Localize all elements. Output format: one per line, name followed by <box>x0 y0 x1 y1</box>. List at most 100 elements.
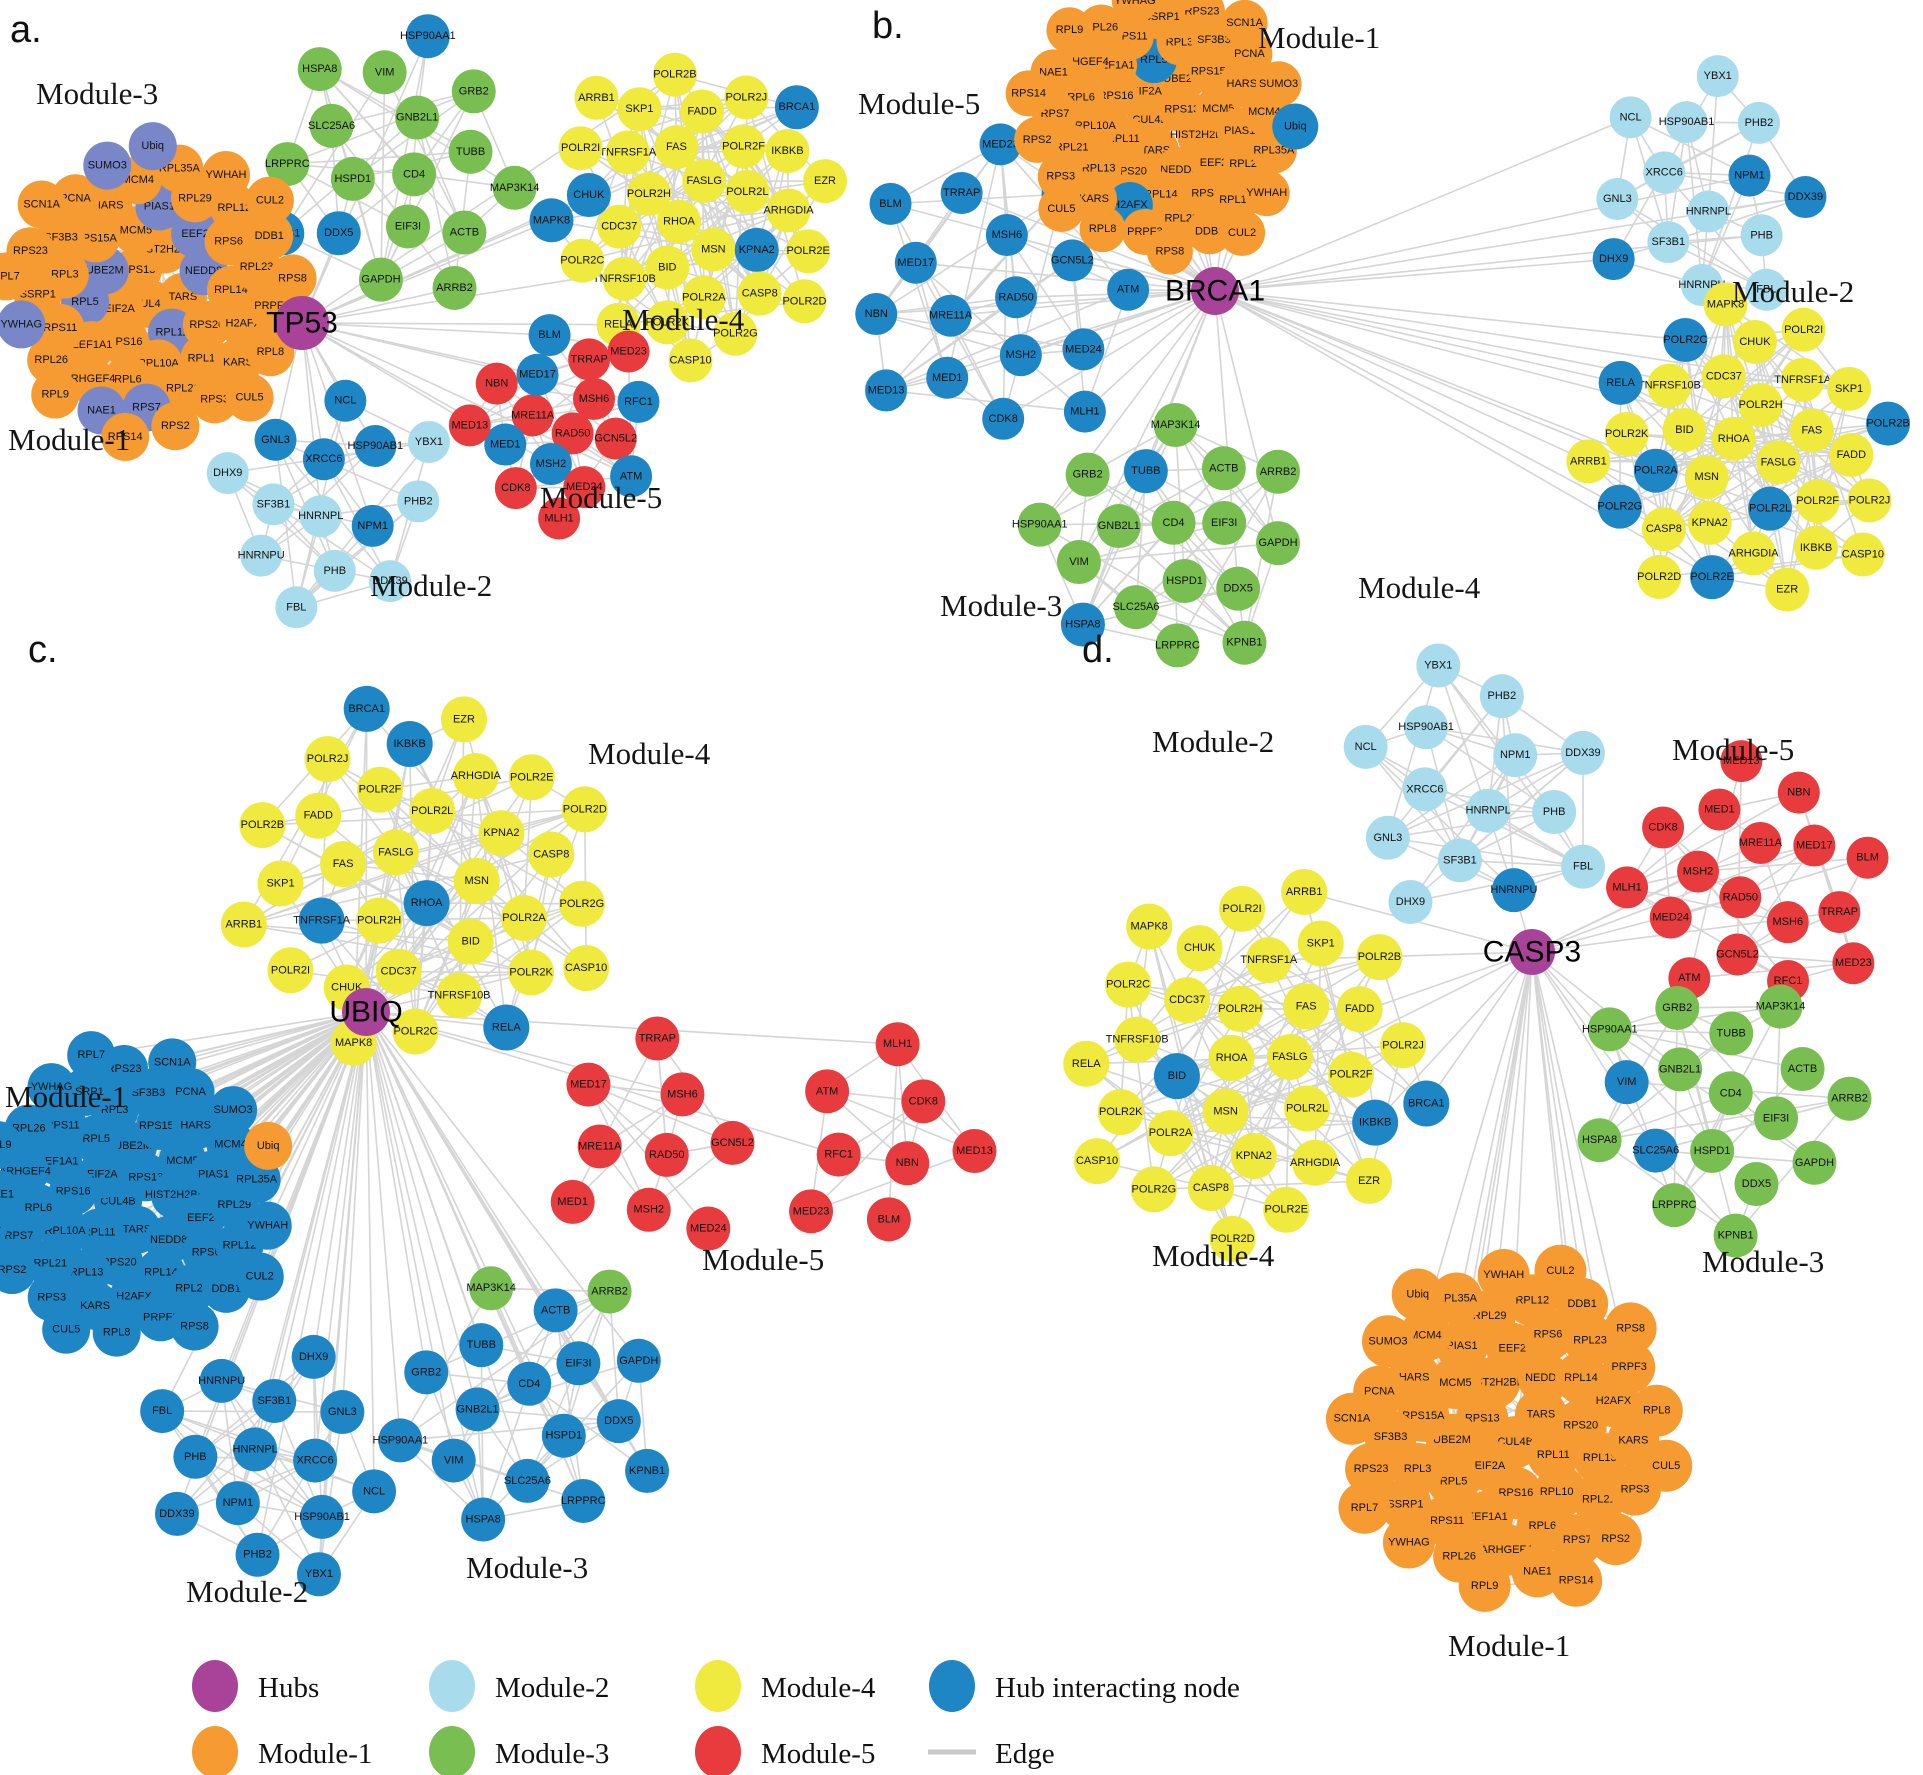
node-label: RPS23 <box>13 245 48 257</box>
node-TRRAP: TRRAP <box>940 172 983 215</box>
module-title-module-1-d: Module-1 <box>1448 1628 1570 1663</box>
node-RHOA: RHOA <box>1711 416 1756 461</box>
edge <box>1626 844 1815 889</box>
node-circle <box>985 214 1028 257</box>
node-EZR: EZR <box>1765 567 1810 612</box>
hub-edge <box>301 219 552 324</box>
node-POLR2D: POLR2D <box>1637 554 1681 599</box>
node-RPS2: RPS2 <box>1589 1513 1642 1566</box>
node-HSP90AB1: HSP90AB1 <box>1659 101 1715 144</box>
node-SSRP1: SSRP1 <box>1379 1478 1432 1531</box>
node-circle <box>1606 866 1649 909</box>
node-Ubiq: Ubiq <box>1391 1268 1444 1321</box>
node-label: GNB2L1 <box>1098 520 1140 532</box>
node-label: RPL26 <box>1084 21 1118 33</box>
node-HSPD1: HSPD1 <box>541 1413 586 1458</box>
node-label: POLR2H <box>1218 1003 1262 1015</box>
edge <box>426 902 582 905</box>
node-label: MCM4 <box>1248 106 1280 118</box>
node-label: CASP8 <box>742 288 778 300</box>
node-CD4: CD4 <box>507 1361 552 1406</box>
node-circle <box>1551 1514 1604 1567</box>
edge <box>1754 341 1819 502</box>
node-label: TNFRSF10B <box>1106 1034 1169 1046</box>
node-CDC37: CDC37 <box>1164 977 1211 1024</box>
node-label: RPS13 <box>1465 1412 1500 1424</box>
node-label: ARRB2 <box>436 282 473 294</box>
node-circle <box>375 948 422 995</box>
node-RPL7: RPL7 <box>1159 0 1200 12</box>
node-POLR2K: POLR2K <box>645 300 690 345</box>
node-circle <box>681 275 726 320</box>
node-circle <box>511 394 554 437</box>
node-label: GAPDH <box>619 1355 658 1367</box>
node-circle <box>558 880 605 927</box>
node-IKBKB: IKBKB <box>386 720 433 767</box>
hub-edge <box>365 917 525 1013</box>
node-circle <box>1014 116 1061 163</box>
node-POLR2B: POLR2B <box>239 802 286 849</box>
node-label: RPS7 <box>1563 1534 1592 1546</box>
node-label: TNFRSF1A <box>599 146 657 158</box>
node-label: RPL21 <box>1055 142 1089 154</box>
node-circle <box>448 404 491 447</box>
node-label: PCNA <box>1234 48 1265 60</box>
node-circle <box>596 1399 641 1444</box>
node-circle <box>1647 221 1690 264</box>
node-label: PCNA <box>60 192 91 204</box>
node-label: PHB2 <box>404 495 433 507</box>
node-RAD50: RAD50 <box>1719 876 1762 919</box>
panel-letter-b: b. <box>872 5 904 47</box>
node-circle <box>1272 103 1319 150</box>
node-label: RPL11 <box>83 1226 116 1238</box>
node-label: POLR2J <box>1849 494 1891 506</box>
node-MSH6: MSH6 <box>660 1072 705 1117</box>
legend-label: Module-3 <box>495 1738 609 1770</box>
node-label: POLR2F <box>722 140 765 152</box>
node-label: Ubiq <box>1284 121 1307 133</box>
node-label: RHOA <box>411 897 443 909</box>
node-label: HSPD1 <box>1694 1145 1731 1157</box>
node-label: POLR2H <box>627 188 671 200</box>
node-circle <box>617 380 660 423</box>
hub-edge <box>1531 951 1713 1152</box>
node-label: SUMO3 <box>214 1104 253 1116</box>
node-circle <box>17 180 66 229</box>
node-label: EZR <box>1776 584 1798 596</box>
hub-edge <box>220 1011 367 1382</box>
node-circle <box>816 1132 861 1177</box>
edge <box>1135 471 1279 608</box>
node-label: HSP90AB1 <box>1659 116 1715 128</box>
node-label: HSPA8 <box>466 1514 501 1526</box>
node-label: POLR2G <box>1132 1183 1177 1195</box>
node-label: RFC1 <box>824 1149 853 1161</box>
node-label: MCM5 <box>1439 1377 1471 1389</box>
node-GRB2: GRB2 <box>1655 985 1700 1030</box>
node-label: RPS8 <box>180 1320 209 1332</box>
node-MSH2: MSH2 <box>1677 850 1720 893</box>
edge <box>1437 665 1555 813</box>
node-GNB2L1: GNB2L1 <box>455 1387 500 1432</box>
node-label: TRRAP <box>639 1033 676 1045</box>
node-BLM: BLM <box>866 1197 911 1242</box>
node-VIM: VIM <box>362 50 407 95</box>
node-circle <box>855 293 898 336</box>
labels-layer-b: Module-5Module-1Module-2Module-4Module-3… <box>858 5 1854 623</box>
node-label: CASP10 <box>669 354 711 366</box>
node-Ubiq: Ubiq <box>128 122 177 171</box>
node-KPNB1: KPNB1 <box>625 1448 670 1493</box>
node-label: SUMO3 <box>1368 1335 1407 1347</box>
edge <box>256 1411 344 1556</box>
node-circle <box>215 1481 260 1526</box>
node-label: MLH1 <box>883 1038 912 1050</box>
node-label: BID <box>462 936 480 948</box>
node-DDX39: DDX39 <box>369 560 412 603</box>
node-label: MAP3K14 <box>466 1282 516 1294</box>
node-circle <box>1758 984 1803 1029</box>
node-YWHAH: YWHAH <box>1477 1248 1530 1301</box>
node-circle <box>293 1438 338 1483</box>
node-DDX5: DDX5 <box>1216 566 1261 611</box>
node-POLR2H: POLR2H <box>1217 985 1264 1032</box>
hub-circle <box>1191 267 1239 315</box>
